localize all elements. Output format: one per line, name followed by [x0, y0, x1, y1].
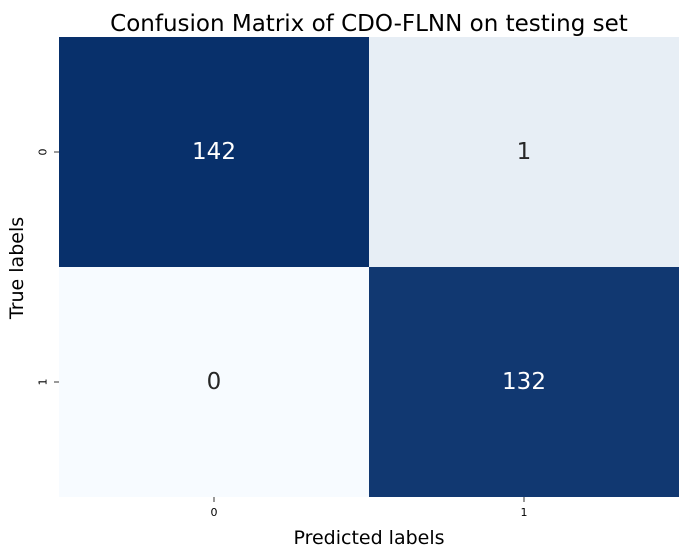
x-axis-label: Predicted labels [293, 527, 444, 549]
heatmap-cell-1-0 [59, 267, 369, 497]
heatmap-cell-0-1 [369, 37, 679, 267]
axis-ticks: 0 1 0 1 [37, 149, 528, 520]
y-tick-label-0: 0 [37, 149, 50, 156]
cell-value-label-0-0: 142 [192, 139, 236, 165]
cell-value-label-1-1: 132 [502, 369, 546, 395]
y-tick-label-1: 1 [37, 379, 50, 386]
chart-title: Confusion Matrix of CDO-FLNN on testing … [110, 11, 628, 37]
x-tick-label-1: 1 [521, 506, 528, 519]
heatmap-cell-1-1 [369, 267, 679, 497]
y-axis-label: True labels [6, 217, 28, 320]
x-tick-label-0: 0 [211, 506, 218, 519]
heatmap-cells: 142 1 0 132 [59, 37, 679, 497]
heatmap-cell-0-0 [59, 37, 369, 267]
cell-value-label-0-1: 1 [517, 139, 532, 165]
cell-value-label-1-0: 0 [207, 369, 222, 395]
